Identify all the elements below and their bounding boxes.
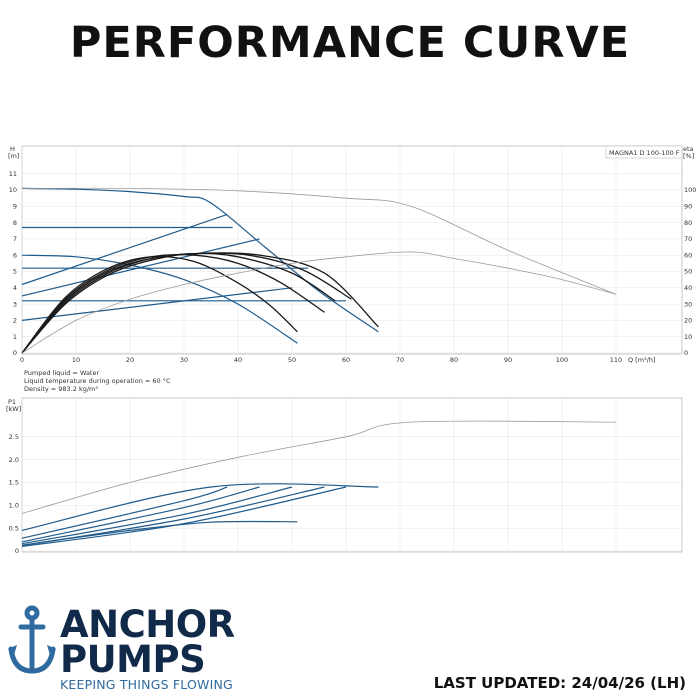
head-tick-label: 10 xyxy=(9,186,17,194)
q-tick-label: 0 xyxy=(20,356,24,364)
head-tick-label: 11 xyxy=(9,170,17,178)
eta-tick-label: 20 xyxy=(684,317,692,325)
head-series-13 xyxy=(21,251,617,354)
head-tick-label: 4 xyxy=(13,284,17,292)
head-chart-curves xyxy=(21,187,617,354)
power-axis-unit: [kW] xyxy=(6,405,21,413)
right-axis-label: eta xyxy=(683,145,694,153)
model-label: MAGNA1 D 100-100 F xyxy=(609,149,680,157)
head-tick-label: 9 xyxy=(13,203,17,211)
power-series-3 xyxy=(21,486,260,543)
eta-tick-label: 100 xyxy=(684,186,696,194)
head-tick-label: 6 xyxy=(13,251,17,259)
head-tick-label: 8 xyxy=(13,219,17,227)
right-axis-unit: [%] xyxy=(683,152,694,160)
q-tick-label: 110 xyxy=(610,356,622,364)
q-tick-label: 100 xyxy=(556,356,568,364)
eta-tick-label: 60 xyxy=(684,251,692,259)
head-series-0 xyxy=(21,187,379,333)
eta-tick-label: 0 xyxy=(684,349,688,357)
last-updated: LAST UPDATED: 24/04/26 (LH) xyxy=(433,674,686,692)
head-tick-label: 2 xyxy=(13,317,17,325)
power-tick-label: 1.0 xyxy=(9,502,19,510)
head-chart-grid xyxy=(21,146,682,354)
power-axis-label: P1 xyxy=(8,398,16,406)
eta-tick-label: 70 xyxy=(684,235,692,243)
eta-tick-label: 90 xyxy=(684,203,692,211)
eta-tick-label: 50 xyxy=(684,268,692,276)
head-tick-label: 1 xyxy=(13,333,17,341)
note-density: Density = 983.2 kg/m³ xyxy=(24,385,98,393)
left-axis-unit: [m] xyxy=(8,152,19,160)
q-tick-label: 30 xyxy=(180,356,188,364)
head-series-8 xyxy=(21,255,298,354)
power-tick-label: 0 xyxy=(15,547,19,555)
head-series-7 xyxy=(21,254,298,344)
head-series-6 xyxy=(21,287,293,321)
power-tick-label: 1.5 xyxy=(9,479,19,487)
q-tick-label: 20 xyxy=(126,356,134,364)
eta-tick-label: 30 xyxy=(684,300,692,308)
note-liquid-temperature: Liquid temperature during operation = 60… xyxy=(24,377,171,385)
q-tick-label: 40 xyxy=(234,356,242,364)
head-tick-label: 7 xyxy=(13,235,17,243)
power-chart-frame xyxy=(21,397,683,553)
head-series-4 xyxy=(21,213,228,286)
power-chart-curves xyxy=(21,420,617,547)
power-series-6 xyxy=(21,486,347,547)
brand-name-line2: PUMPS xyxy=(60,638,206,681)
q-tick-label: 10 xyxy=(72,356,80,364)
power-tick-label: 2.0 xyxy=(9,456,19,464)
power-series-2 xyxy=(21,486,228,539)
head-tick-label: 3 xyxy=(13,300,17,308)
head-series-14 xyxy=(21,187,617,295)
q-tick-label: 70 xyxy=(396,356,404,364)
brand-name-line1: ANCHOR xyxy=(60,603,235,646)
power-tick-label: 0.5 xyxy=(9,524,19,532)
power-chart: 0 0.5 1.0 1.5 2.0 2.5 P1 [kW] xyxy=(6,397,683,555)
eta-tick-label: 40 xyxy=(684,284,692,292)
power-series-4 xyxy=(21,486,293,545)
x-axis-label: Q [m³/h] xyxy=(628,356,656,364)
head-chart-frame xyxy=(21,145,683,355)
brand-tagline: KEEPING THINGS FLOWING xyxy=(60,677,233,692)
note-pumped-liquid: Pumped liquid = Water xyxy=(24,369,99,377)
page-title: PERFORMANCE CURVE xyxy=(69,18,631,68)
power-series-7 xyxy=(21,520,298,546)
power-tick-label: 2.5 xyxy=(9,433,19,441)
power-series-0 xyxy=(21,420,617,514)
head-series-11 xyxy=(21,252,352,354)
power-chart-ticks: 0 0.5 1.0 1.5 2.0 2.5 xyxy=(9,433,19,555)
eta-tick-label: 80 xyxy=(684,219,692,227)
head-tick-label: 0 xyxy=(13,349,17,357)
q-tick-label: 60 xyxy=(342,356,350,364)
power-chart-grid xyxy=(21,398,682,552)
power-series-1 xyxy=(21,483,379,531)
q-tick-label: 90 xyxy=(504,356,512,364)
left-axis-label: H xyxy=(10,145,15,153)
q-tick-label: 50 xyxy=(288,356,296,364)
anchor-icon xyxy=(8,605,56,674)
head-series-12 xyxy=(21,252,379,354)
model-label-box xyxy=(605,145,683,159)
eta-tick-label: 10 xyxy=(684,333,692,341)
head-tick-label: 5 xyxy=(13,268,17,276)
q-tick-label: 80 xyxy=(450,356,458,364)
